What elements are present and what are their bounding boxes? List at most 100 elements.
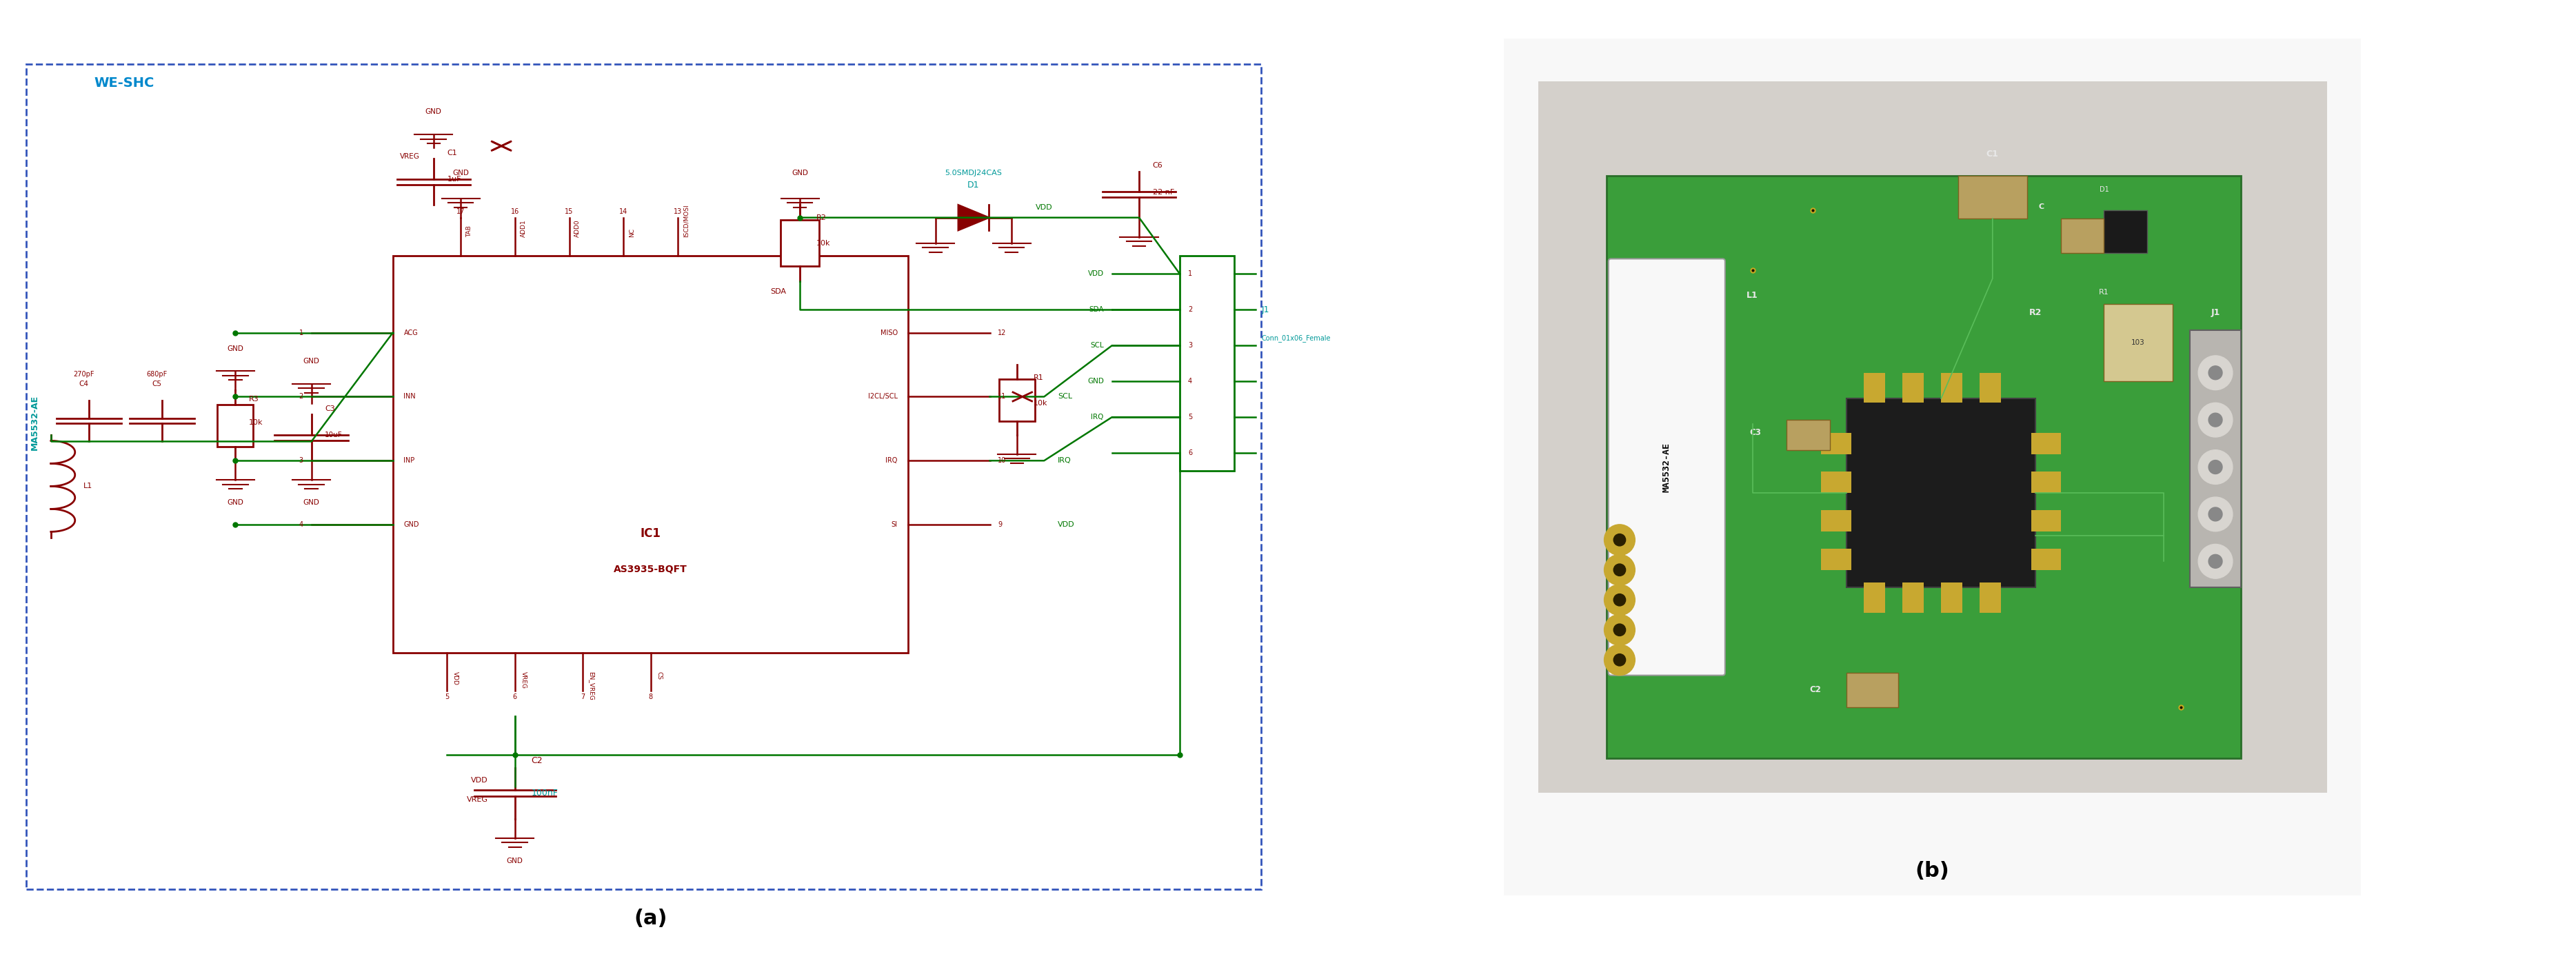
Text: MA5532-AE: MA5532-AE: [31, 395, 39, 450]
Circle shape: [1605, 555, 1636, 586]
Circle shape: [2197, 450, 2231, 484]
Bar: [1785, 420, 1829, 450]
Text: GND: GND: [227, 499, 245, 506]
Text: C1: C1: [1986, 149, 1999, 159]
Text: (b): (b): [1914, 861, 1950, 881]
Bar: [1940, 583, 1963, 612]
Text: SI: SI: [891, 521, 896, 528]
Bar: [1847, 673, 1899, 707]
Text: C5: C5: [152, 380, 162, 388]
Text: 680pF: 680pF: [147, 371, 167, 377]
Text: SDA: SDA: [770, 288, 786, 295]
Bar: [1978, 373, 2002, 403]
Text: 3: 3: [299, 457, 304, 464]
Text: D1: D1: [966, 180, 979, 190]
Text: 3: 3: [1188, 342, 1193, 349]
Text: 6: 6: [513, 693, 518, 700]
Text: 10uF: 10uF: [325, 431, 343, 438]
Text: 22 nF: 22 nF: [1151, 189, 1175, 195]
Text: ADD1: ADD1: [520, 220, 526, 237]
Text: C2: C2: [1808, 686, 1821, 694]
Circle shape: [2197, 544, 2231, 579]
Bar: [2061, 219, 2105, 253]
Circle shape: [2208, 366, 2221, 379]
Bar: [1862, 583, 1886, 612]
Text: VREG: VREG: [399, 153, 420, 160]
Text: VDD: VDD: [1036, 204, 1054, 211]
Bar: [2030, 432, 2061, 455]
Text: GND: GND: [507, 857, 523, 864]
Text: VDD: VDD: [453, 672, 459, 686]
Bar: [1821, 471, 1850, 493]
Text: 4: 4: [1188, 377, 1193, 385]
Text: VREG: VREG: [520, 672, 526, 689]
Bar: [1940, 373, 1963, 403]
Bar: [2030, 510, 2061, 532]
Text: 12: 12: [997, 329, 1007, 336]
Bar: [1901, 583, 1924, 612]
Text: 7: 7: [580, 693, 585, 700]
Text: GND: GND: [404, 521, 420, 528]
Bar: [1847, 399, 2035, 587]
Text: 2: 2: [299, 393, 304, 401]
Polygon shape: [958, 205, 989, 230]
Text: R3: R3: [250, 396, 260, 403]
Text: 10k: 10k: [250, 419, 263, 426]
Text: 1uF: 1uF: [448, 176, 461, 183]
Circle shape: [2197, 497, 2231, 532]
Text: VDD: VDD: [1087, 271, 1103, 277]
Text: AS3935-BQFT: AS3935-BQFT: [613, 564, 688, 574]
Text: 100nF: 100nF: [531, 789, 559, 797]
Text: 11: 11: [997, 393, 1007, 401]
Bar: [1821, 510, 1850, 532]
Text: 10k: 10k: [1033, 400, 1046, 406]
Text: 2: 2: [1188, 306, 1193, 313]
Bar: [1862, 373, 1886, 403]
Text: J1: J1: [1260, 305, 1270, 314]
Bar: [2030, 549, 2061, 570]
Text: 10: 10: [997, 457, 1007, 464]
Text: (a): (a): [634, 908, 667, 928]
Circle shape: [1613, 624, 1625, 636]
Text: SDA: SDA: [1090, 306, 1103, 313]
Bar: [1607, 175, 2241, 759]
Text: C1: C1: [448, 149, 456, 156]
Text: R1: R1: [1033, 374, 1043, 381]
Text: 13: 13: [672, 208, 683, 215]
Text: ACG: ACG: [404, 329, 417, 336]
Circle shape: [1613, 534, 1625, 546]
Bar: [2105, 304, 2172, 381]
Bar: [1538, 82, 2326, 793]
Text: INP: INP: [404, 457, 415, 464]
Text: GND: GND: [304, 358, 319, 365]
Text: 16: 16: [510, 208, 518, 215]
Text: 10k: 10k: [817, 240, 829, 247]
Text: IRQ: IRQ: [1056, 457, 1072, 464]
Text: IRQ: IRQ: [1090, 414, 1103, 421]
Text: C4: C4: [80, 380, 88, 388]
Text: 9: 9: [997, 521, 1002, 528]
Text: C: C: [2038, 203, 2043, 210]
Bar: [1180, 256, 1234, 471]
Text: GND: GND: [1087, 377, 1103, 385]
Text: C2: C2: [531, 756, 544, 766]
Bar: [1978, 583, 2002, 612]
Bar: [392, 256, 909, 653]
Text: 5: 5: [446, 693, 448, 700]
Text: J1: J1: [2210, 308, 2221, 317]
Text: C3: C3: [325, 405, 335, 412]
Text: EN_VREG: EN_VREG: [587, 672, 595, 701]
Bar: [1958, 175, 2027, 219]
Circle shape: [2197, 403, 2231, 437]
Bar: [781, 221, 819, 266]
Text: R2: R2: [817, 214, 827, 221]
Text: NC: NC: [629, 228, 634, 237]
Text: R1: R1: [2099, 289, 2110, 296]
Text: GND: GND: [425, 109, 440, 116]
Circle shape: [1613, 654, 1625, 665]
Circle shape: [1613, 594, 1625, 606]
Text: 103: 103: [2130, 339, 2143, 347]
Text: R2: R2: [2027, 308, 2040, 317]
Text: 17: 17: [456, 208, 464, 215]
Text: GND: GND: [791, 169, 809, 176]
